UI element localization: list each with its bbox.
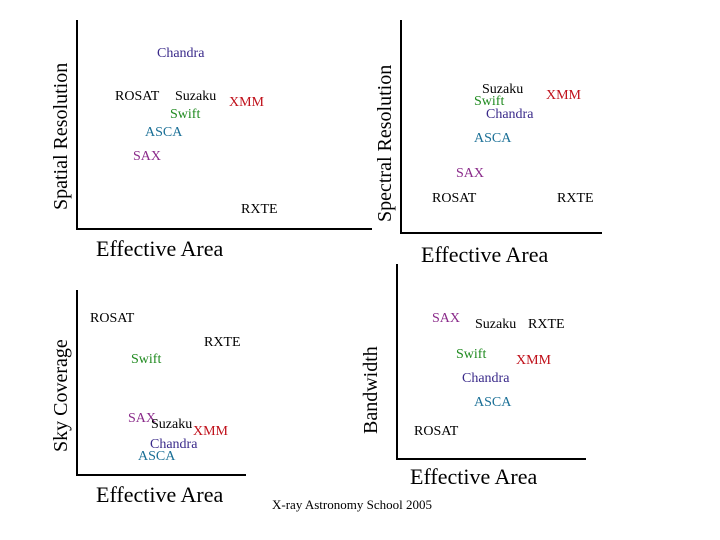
label-sax: SAX — [432, 311, 461, 326]
x-axis-spatial — [76, 228, 372, 230]
y-axis-title-spatial-resolution: Spatial Resolution — [50, 62, 72, 210]
y-axis-spatial — [76, 20, 78, 230]
label-swift: Swift — [474, 94, 505, 109]
label-xmm: XMM — [516, 353, 552, 368]
x-axis-title-spatial: Effective Area — [96, 236, 224, 261]
label-chandra: Chandra — [157, 46, 205, 61]
y-axis-title-spectral-resolution: Spectral Resolution — [374, 64, 396, 222]
label-sax: SAX — [128, 411, 157, 426]
label-rosat: ROSAT — [90, 311, 135, 326]
label-xmm: XMM — [229, 95, 265, 110]
x-axis-title-bandwidth: Effective Area — [410, 464, 538, 489]
label-swift: Swift — [170, 107, 201, 122]
y-axis-spectral — [400, 20, 402, 234]
label-suzaku: Suzaku — [482, 82, 524, 97]
x-axis-bandwidth — [396, 458, 586, 460]
label-rosat: ROSAT — [115, 89, 160, 104]
y-axis-title-sky-coverage: Sky Coverage — [50, 339, 72, 452]
label-swift: Swift — [456, 347, 487, 362]
x-axis-sky — [76, 474, 246, 476]
label-swift: Swift — [131, 352, 162, 367]
label-xmm: XMM — [546, 88, 582, 103]
x-axis-title-spectral: Effective Area — [421, 242, 549, 267]
label-suzaku: Suzaku — [151, 417, 193, 432]
x-axis-spectral — [400, 232, 602, 234]
label-sax: SAX — [133, 149, 162, 164]
label-asca: ASCA — [474, 395, 512, 410]
label-rosat: ROSAT — [414, 424, 459, 439]
footer-credit: X-ray Astronomy School 2005 — [272, 497, 432, 512]
label-rxte: RXTE — [528, 317, 565, 332]
label-suzaku: Suzaku — [175, 89, 217, 104]
label-suzaku: Suzaku — [475, 317, 517, 332]
label-rosat: ROSAT — [432, 191, 477, 206]
label-asca: ASCA — [145, 125, 183, 140]
y-axis-title-bandwidth: Bandwidth — [360, 346, 382, 434]
label-chandra: Chandra — [486, 107, 534, 122]
label-asca: ASCA — [138, 449, 176, 464]
label-rxte: RXTE — [204, 335, 241, 350]
label-sax: SAX — [456, 166, 485, 181]
y-axis-sky — [76, 290, 78, 476]
label-chandra: Chandra — [150, 437, 198, 452]
label-rxte: RXTE — [241, 202, 278, 217]
label-rxte: RXTE — [557, 191, 594, 206]
x-axis-title-sky: Effective Area — [96, 482, 224, 507]
label-xmm: XMM — [193, 424, 229, 439]
y-axis-bandwidth — [396, 264, 398, 460]
label-asca: ASCA — [474, 131, 512, 146]
label-chandra: Chandra — [462, 371, 510, 386]
